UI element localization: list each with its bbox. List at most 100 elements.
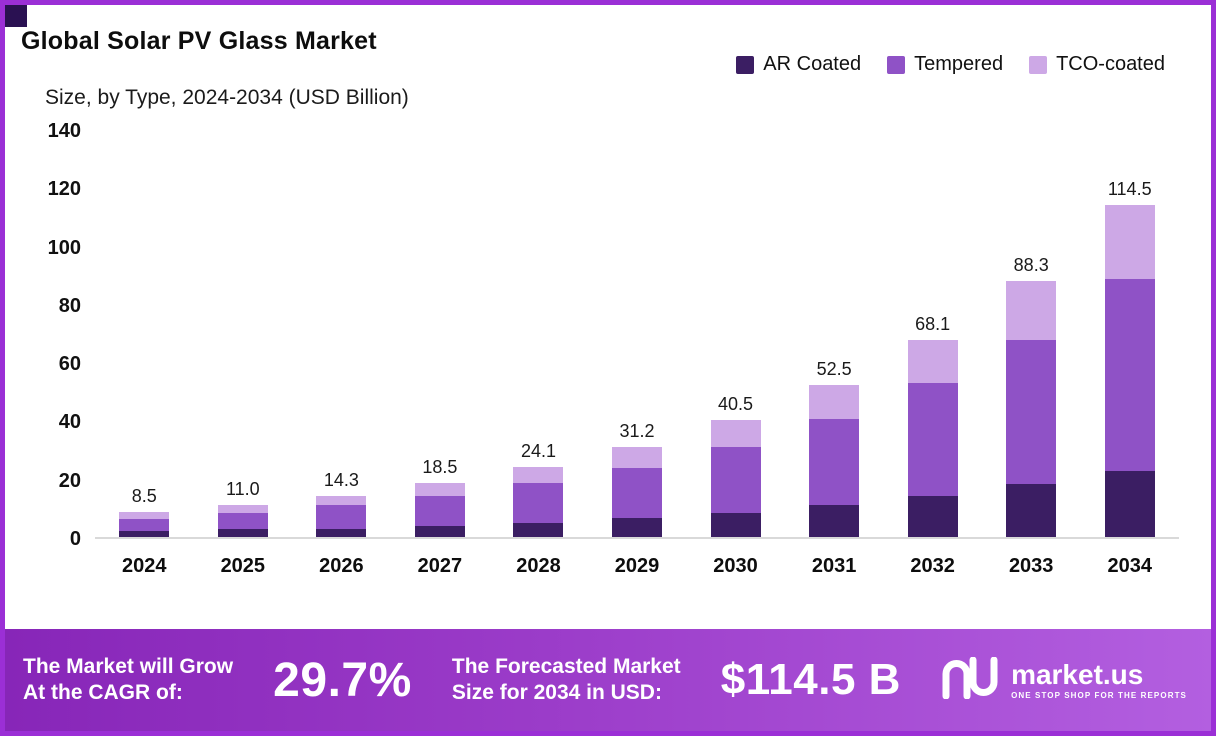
bar-total-label: 40.5 — [718, 393, 754, 414]
bar-segment-tempered[interactable] — [513, 483, 564, 524]
bar-total-label: 68.1 — [915, 313, 951, 334]
bar-segment-tempered[interactable] — [316, 505, 367, 529]
bar-segment-tco-coated[interactable] — [1104, 204, 1155, 280]
bar-stack[interactable] — [1006, 280, 1057, 537]
bar-segment-tco-coated[interactable] — [612, 446, 662, 469]
stacked-bar-chart: 0 20 40 60 80 100 120 140 8.5 11.0 14.3 18.5 24.1 31… — [5, 121, 1211, 587]
bar-segment-tempered[interactable] — [119, 519, 170, 532]
bar-segment-ar-coated[interactable] — [1006, 484, 1057, 537]
bar-segment-ar-coated[interactable] — [217, 529, 268, 537]
forecast-label-line2: Size for 2034 in USD: — [451, 681, 662, 704]
bar-segment-tempered[interactable] — [217, 513, 268, 530]
bar-segment-ar-coated[interactable] — [1104, 471, 1155, 538]
bar-stack[interactable] — [316, 495, 367, 537]
bar-stack[interactable] — [710, 419, 761, 537]
bar-group-2032: 68.1 — [883, 131, 982, 537]
brand-tagline: One Stop Shop For The Reports — [1011, 691, 1187, 700]
bar-stack[interactable] — [809, 384, 860, 538]
bar-stack[interactable] — [217, 505, 268, 537]
chart-subtitle: Size, by Type, 2024-2034 (USD Billion) — [45, 86, 409, 109]
bar-segment-ar-coated[interactable] — [809, 505, 860, 538]
brand-text: market.us One Stop Shop For The Reports — [1011, 659, 1187, 701]
bar-stack[interactable] — [414, 483, 465, 537]
legend-swatch — [1029, 55, 1048, 74]
bar-segment-tco-coated[interactable] — [710, 419, 761, 447]
legend-label: Tempered — [914, 53, 1004, 75]
bar-segment-ar-coated[interactable] — [316, 528, 367, 537]
bar-group-2025: 11.0 — [194, 131, 293, 537]
bar-segment-tempered[interactable] — [710, 446, 761, 514]
y-tick-label: 120 — [47, 178, 81, 201]
bar-segment-ar-coated[interactable] — [119, 531, 170, 537]
banner: The Market will Grow At the CAGR of: 29.… — [5, 629, 1211, 731]
y-tick-label: 140 — [47, 120, 81, 142]
y-tick-label: 100 — [47, 236, 81, 259]
bar-total-label: 24.1 — [520, 441, 556, 462]
bar-group-2027: 18.5 — [391, 131, 490, 537]
bar-total-label: 31.2 — [619, 420, 655, 441]
bar-stack[interactable] — [612, 446, 662, 537]
x-tick-label: 2032 — [910, 555, 955, 577]
x-tick-label: 2033 — [1008, 555, 1054, 577]
bar-segment-tempered[interactable] — [414, 495, 465, 527]
bar-group-2028: 24.1 — [489, 131, 588, 538]
bar-total-label: 11.0 — [225, 479, 260, 500]
bar-segment-ar-coated[interactable] — [907, 496, 958, 537]
bar-segment-ar-coated[interactable] — [513, 523, 564, 538]
x-tick-label: 2034 — [1107, 555, 1152, 577]
cagr-label: The Market will Grow At the CAGR of: — [23, 654, 233, 707]
legend-label: TCO-coated — [1056, 53, 1165, 75]
bar-segment-tempered[interactable] — [907, 383, 958, 497]
y-tick-label: 40 — [58, 411, 81, 434]
x-tick-label: 2031 — [811, 555, 857, 577]
legend-label: AR Coated — [763, 53, 862, 75]
bar-segment-tco-coated[interactable] — [513, 467, 564, 484]
bar-segment-tempered[interactable] — [1104, 279, 1155, 472]
chart-header: Global Solar PV Glass Market Size, by Ty… — [5, 5, 1211, 123]
bar-segment-tco-coated[interactable] — [217, 505, 268, 514]
bar-group-2026: 14.3 — [292, 131, 391, 537]
chart-title: Global Solar PV Glass Market — [21, 27, 377, 55]
x-tick-label: 2028 — [516, 555, 561, 577]
x-axis: 2024 2025 2026 2027 2028 2029 2030 2031 2032 2033… — [95, 555, 1179, 578]
forecast-label: The Forecasted Market Size for 2034 in U… — [452, 654, 681, 707]
bar-stack[interactable] — [907, 339, 958, 537]
y-tick-label: 20 — [58, 469, 81, 492]
bar-segment-tco-coated[interactable] — [119, 512, 170, 520]
legend-item-ar-coated[interactable]: AR Coated — [736, 53, 861, 76]
bar-group-2030: 40.5 — [686, 131, 785, 537]
legend: AR Coated Tempered TCO-coated — [736, 53, 1165, 76]
legend-swatch — [887, 55, 906, 74]
bar-segment-ar-coated[interactable] — [414, 526, 465, 537]
bar-total-label: 18.5 — [422, 457, 458, 478]
brand-logo[interactable]: market.us One Stop Shop For The Reports — [941, 656, 1187, 704]
marketus-logo-icon — [941, 656, 999, 704]
x-tick-label: 2025 — [220, 555, 266, 577]
bar-segment-tempered[interactable] — [1006, 340, 1057, 485]
bar-stack[interactable] — [513, 467, 564, 538]
legend-item-tco-coated[interactable]: TCO-coated — [1029, 53, 1165, 76]
bar-segment-ar-coated[interactable] — [612, 518, 662, 537]
bar-group-2024: 8.5 — [95, 131, 194, 537]
x-tick-label: 2027 — [417, 555, 463, 577]
bar-segment-tempered[interactable] — [809, 418, 860, 506]
bar-segment-tco-coated[interactable] — [1006, 280, 1057, 341]
bar-total-label: 14.3 — [323, 469, 359, 490]
bar-stack[interactable] — [1104, 204, 1155, 538]
cagr-value: 29.7% — [273, 653, 412, 707]
bar-segment-tempered[interactable] — [612, 468, 662, 519]
bar-segment-tco-coated[interactable] — [316, 495, 367, 506]
plot-area: 8.5 11.0 14.3 18.5 24.1 31.2 40.5 52.5 68.1 88.3 1… — [95, 131, 1179, 539]
bar-stack[interactable] — [119, 512, 170, 537]
bar-segment-ar-coated[interactable] — [710, 513, 761, 537]
bar-segment-tco-coated[interactable] — [414, 483, 465, 496]
bar-segment-tco-coated[interactable] — [809, 384, 860, 419]
legend-item-tempered[interactable]: Tempered — [887, 53, 1003, 76]
x-tick-label: 2030 — [713, 555, 758, 577]
bar-segment-tco-coated[interactable] — [907, 339, 958, 384]
cagr-label-line1: The Market will Grow — [23, 654, 234, 678]
x-tick-label: 2029 — [614, 555, 660, 577]
forecast-label-line1: The Forecasted Market — [451, 654, 681, 678]
bar-group-2033: 88.3 — [982, 131, 1081, 537]
